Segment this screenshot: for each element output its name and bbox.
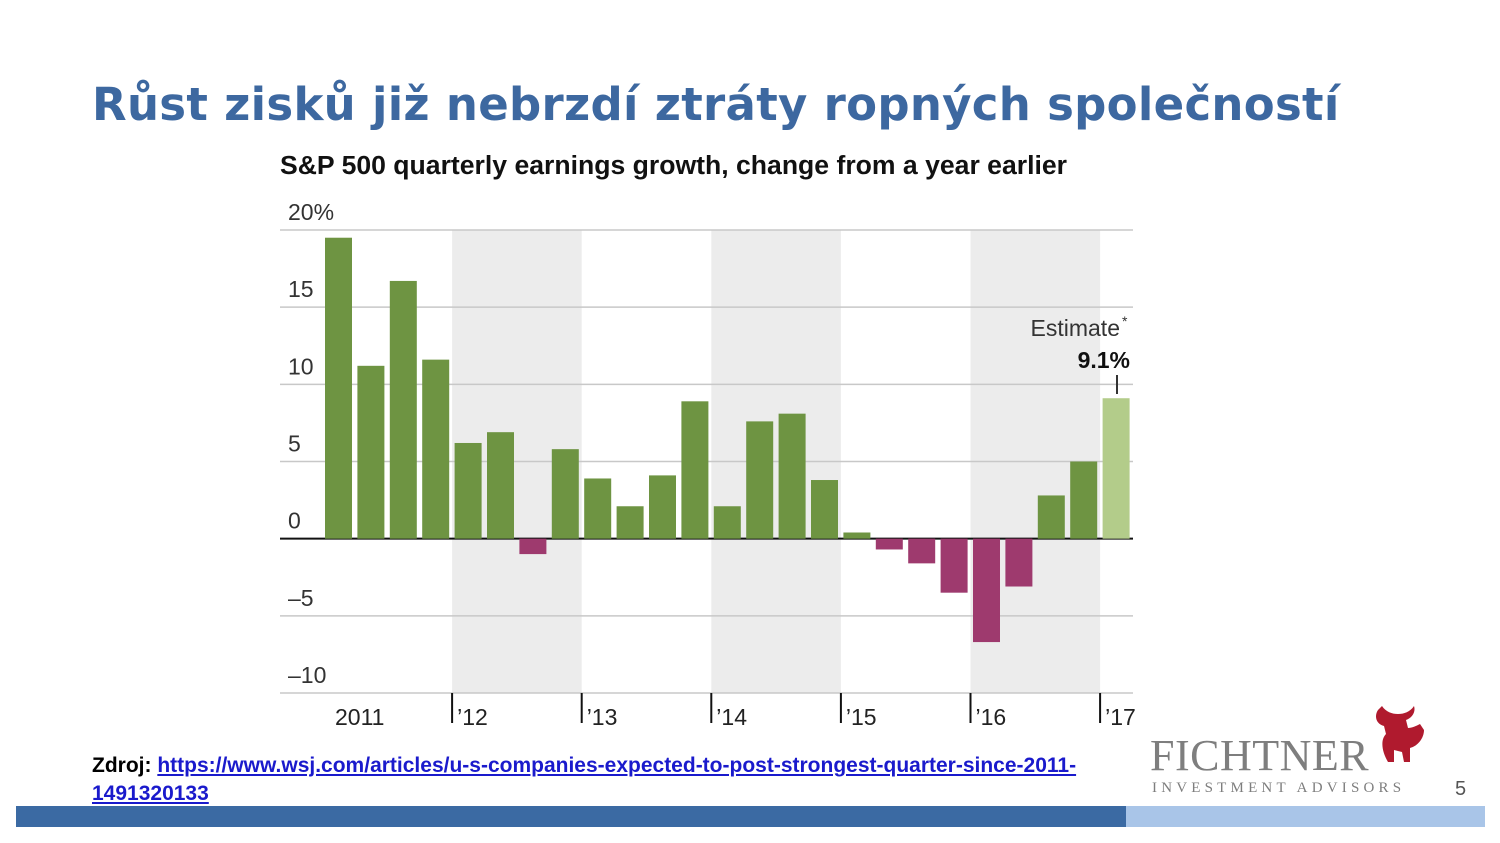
footer-bar-dark	[16, 806, 1126, 827]
bar-12	[713, 506, 741, 539]
x-tick-label: ’13	[587, 704, 618, 730]
y-tick-label: 0	[288, 508, 301, 534]
bar-5	[487, 432, 514, 539]
bar-6	[519, 538, 547, 555]
page-number: 5	[1455, 778, 1467, 800]
fichtner-logo: FICHTNER INVESTMENT ADVISORS	[1150, 700, 1450, 805]
bar-3	[422, 359, 450, 539]
source-label: Zdroj:	[92, 754, 152, 777]
estimate-asterisk: *	[1122, 313, 1128, 329]
bar-2	[389, 280, 417, 539]
logo-wordmark: FICHTNER	[1150, 731, 1370, 780]
bar-21	[1005, 538, 1033, 587]
estimate-annotation: Estimate * 9.1%	[1031, 313, 1130, 394]
chart-title: S&P 500 quarterly earnings growth, chang…	[280, 152, 1067, 180]
bar-4	[454, 442, 482, 539]
estimate-value-label: 9.1%	[1078, 347, 1130, 373]
y-tick-label: 20%	[288, 199, 334, 225]
y-tick-label: 5	[288, 431, 301, 457]
bar-24	[1102, 398, 1130, 539]
bull-icon	[1376, 706, 1424, 762]
bar-16	[843, 532, 871, 539]
bar-23	[1070, 461, 1098, 539]
y-tick-label: 15	[288, 276, 314, 302]
bar-13	[746, 421, 774, 539]
bar-14	[778, 413, 806, 539]
bar-7	[551, 449, 579, 539]
x-tick-label: ’14	[716, 704, 747, 730]
bar-22	[1037, 495, 1065, 539]
logo-subtitle: INVESTMENT ADVISORS	[1152, 780, 1406, 796]
bar-20	[973, 538, 1000, 643]
y-tick-label: 10	[288, 353, 314, 379]
bar-8	[584, 478, 612, 539]
y-tick-label: –10	[288, 662, 326, 688]
x-tick-label: ’16	[976, 704, 1007, 730]
x-tick-label: 2011	[335, 704, 384, 730]
axis-labels: 20% 15 10 5 0 –5 –10 2011 ’12 ’13 ’14 ’15 ’16 ’17	[288, 199, 1136, 730]
bar-9	[616, 506, 644, 539]
bar-10	[649, 475, 676, 539]
bar-0	[325, 237, 352, 539]
slide-title: Růst zisků již nebrzdí ztráty ropných sp…	[92, 78, 1340, 131]
source-citation: Zdroj: https://www.wsj.com/articles/u-s-…	[92, 752, 1142, 808]
bar-1	[357, 365, 385, 539]
bar-18	[908, 538, 936, 564]
y-tick-label: –5	[288, 585, 314, 611]
x-tick-label: ’17	[1105, 704, 1136, 730]
estimate-label: Estimate	[1031, 315, 1120, 341]
bar-15	[811, 480, 838, 539]
bar-19	[940, 538, 968, 593]
gridlines	[280, 229, 1133, 694]
bars	[325, 237, 1130, 643]
footer-bar-light	[1126, 806, 1485, 827]
bar-11	[681, 401, 709, 539]
bar-17	[875, 538, 903, 550]
source-link[interactable]: https://www.wsj.com/articles/u-s-compani…	[92, 754, 1077, 805]
x-tick-label: ’12	[457, 704, 488, 730]
x-tick-label: ’15	[846, 704, 877, 730]
